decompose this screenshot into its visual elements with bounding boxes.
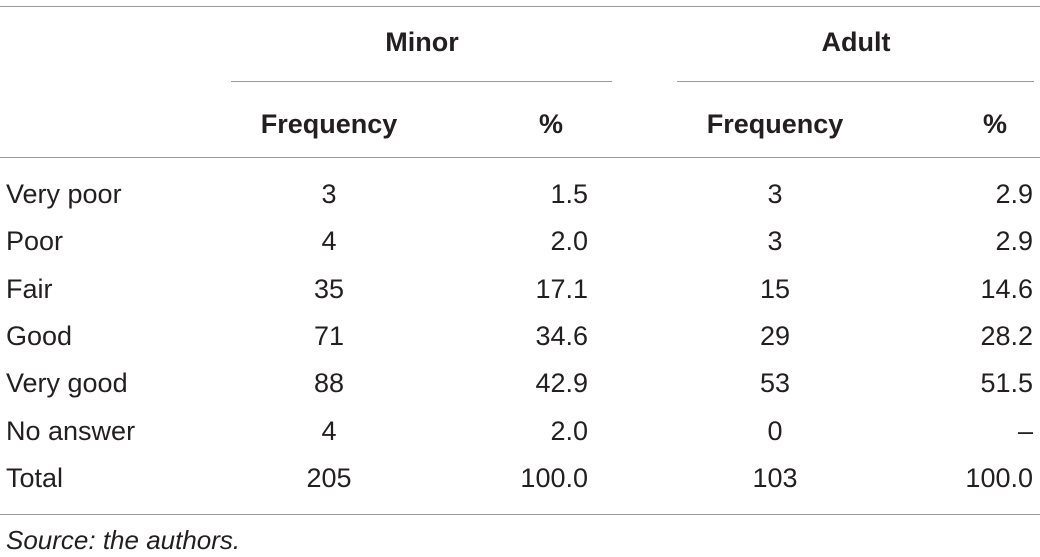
row-label: Fair [6,274,53,304]
table-cell: 103 [752,463,798,493]
group-header-adult: Adult [821,27,891,57]
table-cell: 15 [759,274,791,304]
table-cell: 51.5 [980,368,1033,398]
table-cell: 1.5 [550,179,588,209]
table-cell: – [1017,416,1033,446]
row-label: Good [6,321,73,351]
table-cell: 42.9 [535,368,588,398]
table-cell: 2.9 [995,226,1033,256]
minor-group-rule [231,81,612,82]
table-cell: 71 [313,321,345,351]
table-cell: 14.6 [980,274,1033,304]
row-label: Very poor [6,179,122,209]
table-cell: 28.2 [980,321,1033,351]
table-cell: 0 [767,416,783,446]
table-cell: 2.0 [550,226,588,256]
table-cell: 17.1 [535,274,588,304]
table-cell: 34.6 [535,321,588,351]
table-cell: 205 [306,463,352,493]
table-cell: 3 [767,179,783,209]
table-cell: 4 [321,226,337,256]
table-cell: 35 [313,274,345,304]
row-label: No answer [6,416,136,446]
table-cell: 3 [321,179,337,209]
bottom-rule [0,514,1040,515]
column-header-adult-percent: % [982,109,1007,139]
table-cell: 100.0 [520,463,588,493]
header-bottom-rule [0,157,1040,158]
row-label: Poor [6,226,64,256]
table-cell: 2.9 [995,179,1033,209]
top-rule [0,6,1040,7]
group-header-minor: Minor [385,27,459,57]
column-header-adult-frequency: Frequency [706,109,844,139]
table-cell: 88 [313,368,345,398]
table-cell: 100.0 [965,463,1033,493]
table-cell: 4 [321,416,337,446]
table-cell: 53 [759,368,791,398]
table-cell: 29 [759,321,791,351]
column-header-minor-percent: % [538,109,563,139]
table-cell: 3 [767,226,783,256]
column-header-minor-frequency: Frequency [260,109,398,139]
adult-group-rule [677,81,1034,82]
row-label: Total [6,463,64,493]
source-note: Source: the authors. [6,525,241,555]
row-label: Very good [6,368,128,398]
table-cell: 2.0 [550,416,588,446]
